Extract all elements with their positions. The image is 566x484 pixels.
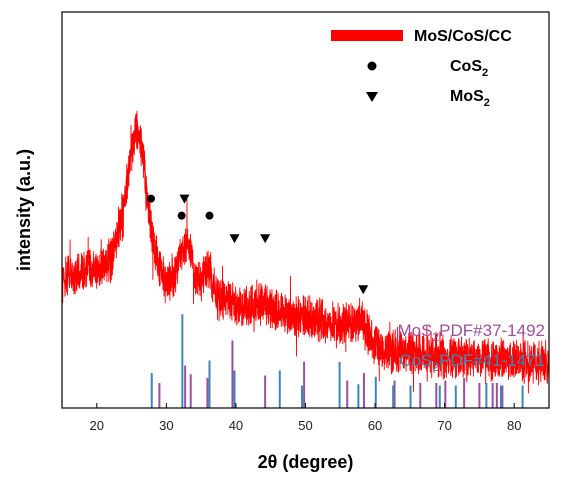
legend-label-mos2: MoS2 <box>450 88 490 109</box>
legend: MoS/CoS/CC CoS2 MoS2 <box>331 28 512 109</box>
series-line <box>61 110 550 394</box>
x-tick-label: 30 <box>159 418 173 433</box>
reference-labels: MoS2PDF#37-1492 CoS2PDF#41-1471 <box>398 321 546 374</box>
cos2-reference-label: CoS2PDF#41-1471 <box>399 351 545 374</box>
legend-label-cos2: CoS2 <box>450 58 488 79</box>
reference-patterns <box>150 314 524 408</box>
x-tick-label: 20 <box>90 418 104 433</box>
mos2-marker <box>260 234 271 244</box>
x-tick-label: 60 <box>368 418 382 433</box>
mos2-marker <box>358 285 369 295</box>
mos2-marker <box>229 234 240 244</box>
legend-swatch-mos-cos-cc <box>331 30 403 41</box>
phase-markers <box>147 194 369 295</box>
x-axis-ticks: 20 30 40 50 60 70 80 <box>90 403 521 433</box>
x-axis-label: 2θ (degree) <box>258 452 354 472</box>
mos2-marker <box>179 194 190 204</box>
legend-label-mos-cos-cc: MoS/CoS/CC <box>414 28 512 45</box>
xrd-pattern <box>61 110 550 394</box>
cos2-marker <box>177 211 186 220</box>
mos2-reference-label: MoS2PDF#37-1492 <box>398 321 546 344</box>
x-tick-label: 40 <box>229 418 243 433</box>
legend-marker-cos2 <box>367 61 377 71</box>
x-tick-label: 70 <box>437 418 451 433</box>
legend-marker-mos2 <box>366 92 378 102</box>
cos2-marker <box>147 194 156 203</box>
cos2-marker <box>205 211 214 220</box>
x-tick-label: 80 <box>507 418 521 433</box>
x-tick-label: 50 <box>298 418 312 433</box>
y-axis-label: intensity (a.u.) <box>14 149 34 271</box>
